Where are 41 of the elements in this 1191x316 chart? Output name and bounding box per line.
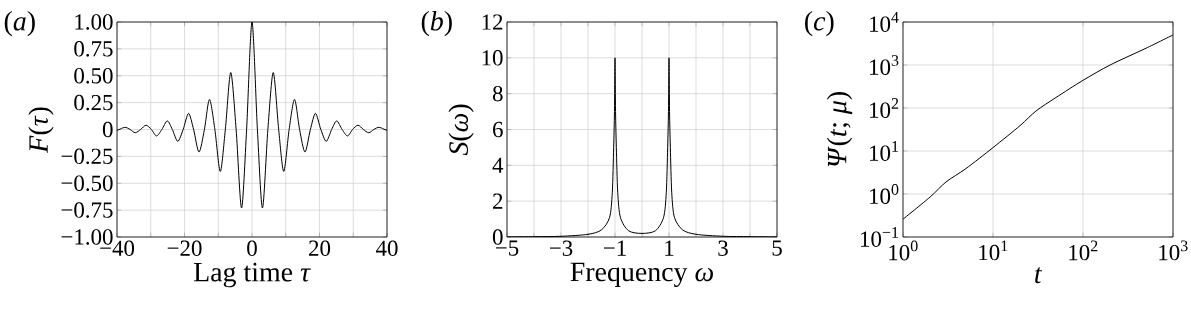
x-axis-title: t (1035, 267, 1043, 284)
y-axis-title: S(ω) (448, 104, 474, 156)
y-tick-label: 10$^{1}$ (870, 141, 899, 161)
y-tick-label: 2 (493, 193, 503, 209)
chart-title: (a) (4, 10, 35, 37)
chart-title: (c) (805, 10, 834, 37)
y-axis-title: F(τ) (28, 107, 54, 153)
y-axis-title: Ψ(t; μ) (826, 92, 853, 167)
x-tick-label: 10$^{0}$ (889, 240, 918, 261)
y-tick-label: 10$^{3}$ (870, 55, 899, 75)
x-tick-label: 5 (772, 240, 782, 256)
x-axis-title: Frequency ω (570, 262, 713, 288)
x-tick-label: 40 (376, 240, 398, 256)
x-axis-title: Lag time τ (193, 262, 311, 288)
y-tick-label: −0.75 (61, 202, 113, 218)
y-tick-label: 6 (493, 121, 503, 138)
y-tick-label: 0.75 (74, 41, 113, 57)
y-tick-label: 10$^{0}$ (870, 184, 899, 204)
y-tick-label: 0 (102, 121, 113, 138)
y-tick-label: 0.50 (74, 67, 113, 84)
x-tick-label: −1 (603, 240, 626, 256)
x-tick-label: −20 (167, 240, 202, 256)
y-tick-label: 10$^{2}$ (870, 98, 899, 118)
x-tick-label: 10$^{3}$ (1159, 240, 1188, 261)
x-tick-label: 10$^{1}$ (979, 240, 1008, 261)
y-tick-label: −0.25 (61, 148, 113, 165)
y-tick-label: 1.00 (75, 14, 113, 30)
x-tick-label: 1 (665, 240, 674, 256)
y-tick-label: 10$^{4}$ (870, 12, 899, 32)
y-tick-label: 0.25 (74, 94, 113, 111)
y-tick-label: −0.50 (61, 175, 113, 192)
y-tick-label: 10 (482, 50, 503, 66)
y-tick-label: 8 (492, 85, 503, 102)
x-tick-label: 3 (718, 240, 728, 256)
x-tick-label: 10$^{2}$ (1069, 240, 1098, 261)
y-tick-label: 4 (492, 157, 504, 173)
y-tick-label: 12 (482, 14, 503, 30)
chart-title: (b) (421, 10, 452, 37)
x-tick-label: 0 (247, 240, 257, 256)
x-tick-label: −3 (549, 240, 573, 256)
x-tick-label: 20 (309, 240, 331, 256)
